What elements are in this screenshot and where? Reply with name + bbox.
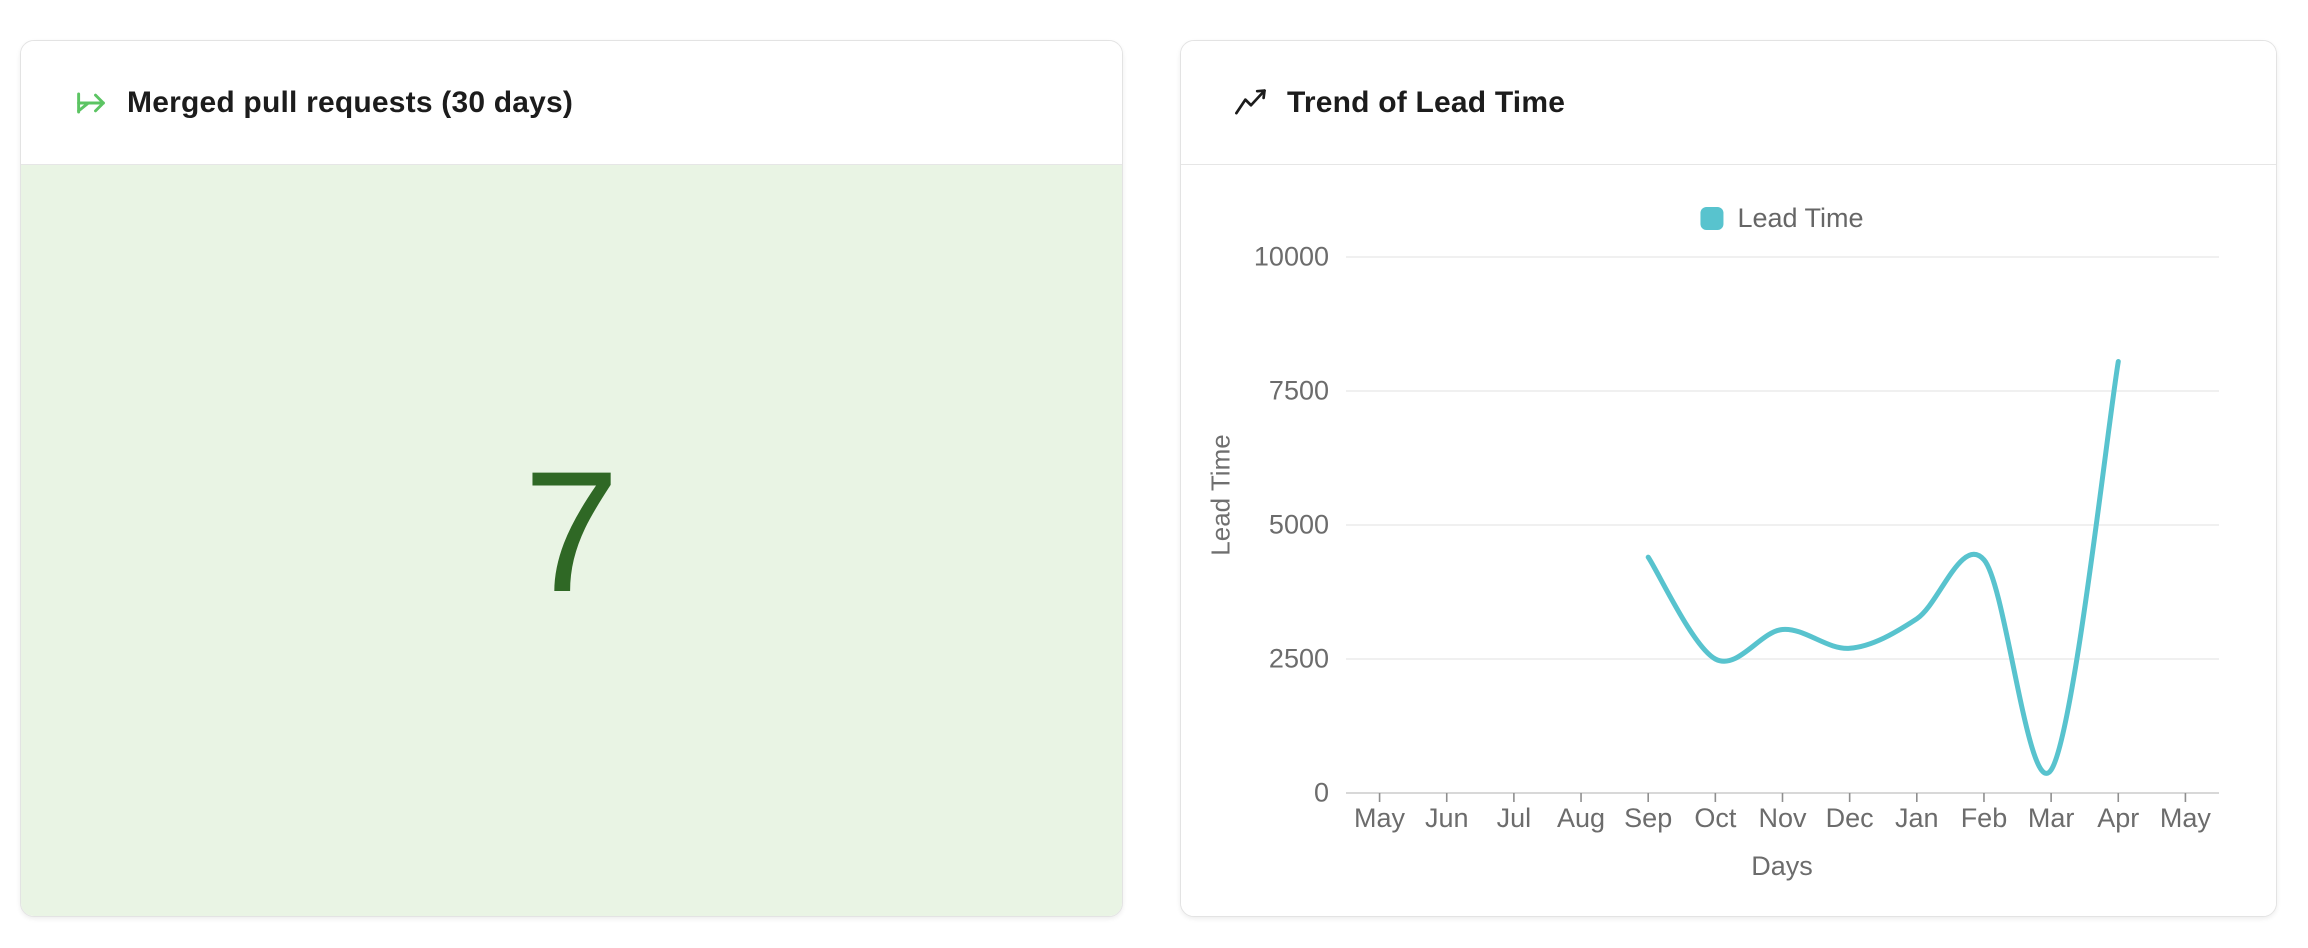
x-axis-label: Jan: [1895, 803, 1939, 833]
lead-time-chart[interactable]: Lead Time Lead Time 0 2500 5000 7500 10000 M…: [1181, 165, 2276, 916]
legend-swatch: [1700, 207, 1724, 230]
x-axis-label: Apr: [2097, 803, 2140, 833]
x-axis-label: May: [1354, 803, 1406, 833]
x-axis-label: Nov: [1758, 803, 1807, 833]
x-axis-label: Sep: [1624, 803, 1673, 833]
y-axis-label: 5000: [1268, 509, 1329, 540]
y-axis-label: 10000: [1253, 241, 1329, 272]
x-axis-title: Days: [1751, 851, 1813, 881]
x-axis-label: Dec: [1825, 803, 1874, 833]
merged-pr-value-panel: 7: [21, 165, 1122, 916]
x-axis-label: May: [2159, 803, 2211, 833]
x-axis-label: Oct: [1694, 803, 1737, 833]
merged-pr-card-title: Merged pull requests (30 days): [127, 85, 574, 119]
x-axis-label: Jul: [1496, 803, 1532, 833]
x-axis-label: Jun: [1424, 803, 1469, 833]
legend-item-lead-time[interactable]: Lead Time: [1700, 203, 1864, 234]
merged-pull-requests-card: Merged pull requests (30 days) 7: [20, 40, 1123, 917]
y-axis-label: 0: [1313, 777, 1329, 808]
line-chart-plot[interactable]: [1181, 165, 2277, 916]
legend-label: Lead Time: [1737, 203, 1864, 233]
trend-line-icon: [1235, 88, 1266, 114]
merge-arrow-icon: [77, 92, 105, 113]
merged-pr-card-header: Merged pull requests (30 days): [21, 41, 1122, 165]
lead-time-card-title: Trend of Lead Time: [1287, 85, 1566, 119]
lead-time-card-header: Trend of Lead Time: [1181, 41, 2276, 165]
lead-time-trend-card: Trend of Lead Time Lead Time Lead Time 0…: [1180, 40, 2277, 917]
y-axis-label: 7500: [1268, 375, 1329, 406]
lead-time-series-line: [1645, 359, 2121, 776]
x-axis-label: Aug: [1557, 803, 1606, 833]
y-axis-label: 2500: [1268, 643, 1329, 674]
x-axis-label: Feb: [1960, 803, 2008, 833]
x-axis-label: Mar: [2027, 803, 2075, 833]
merged-pr-count: 7: [523, 435, 620, 628]
